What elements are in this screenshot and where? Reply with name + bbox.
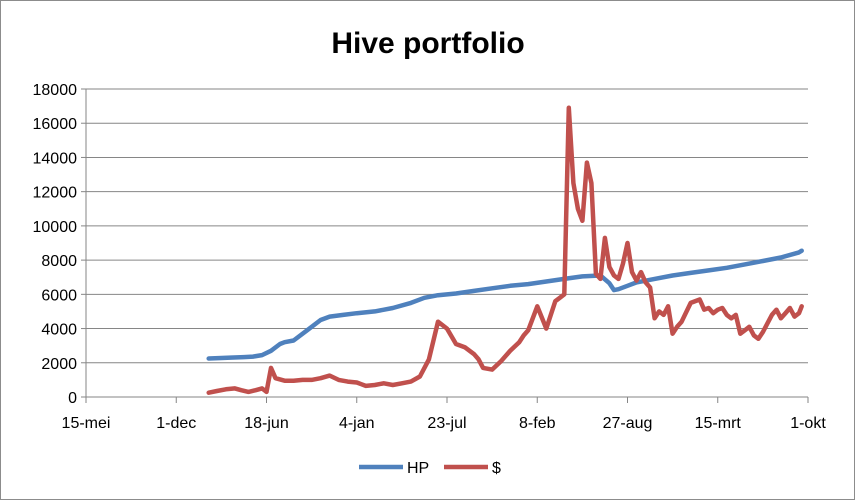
y-tick-label: 8000 bbox=[41, 253, 77, 270]
series-lines bbox=[206, 105, 804, 395]
x-tick-label: 18-jun bbox=[244, 415, 288, 432]
x-tick-label: 15-mei bbox=[62, 415, 111, 432]
legend-label: $ bbox=[492, 460, 501, 477]
y-axis: 0 2000 4000 6000 8000 10000 12000 14000 16000 180… bbox=[33, 82, 87, 407]
y-tick-label: 2000 bbox=[41, 356, 77, 373]
legend: HP $ bbox=[359, 460, 501, 477]
x-tick-label: 15-mrt bbox=[695, 415, 742, 432]
chart-title: Hive portfolio bbox=[331, 27, 524, 60]
y-tick-label: 16000 bbox=[33, 116, 78, 133]
y-tick-label: 12000 bbox=[33, 185, 78, 202]
y-tick-label: 0 bbox=[68, 390, 77, 407]
x-tick-label: 27-aug bbox=[603, 415, 653, 432]
series-line bbox=[206, 105, 804, 395]
x-tick-label: 23-jul bbox=[427, 415, 466, 432]
gridlines bbox=[86, 88, 808, 364]
x-tick-label: 4-jan bbox=[339, 415, 375, 432]
x-tick-label: 1-dec bbox=[156, 415, 196, 432]
x-tick-label: 8-feb bbox=[519, 415, 556, 432]
legend-label: HP bbox=[407, 460, 429, 477]
y-tick-label: 14000 bbox=[33, 150, 78, 167]
series-line bbox=[206, 248, 804, 361]
y-tick-label: 18000 bbox=[33, 82, 78, 99]
y-tick-label: 10000 bbox=[33, 219, 78, 236]
y-tick-label: 4000 bbox=[41, 322, 77, 339]
y-tick-label: 6000 bbox=[41, 287, 77, 304]
x-axis: 15-mei 1-dec 18-jun 4-jan 23-jul 8-feb 27-aug 1… bbox=[62, 396, 826, 432]
x-tick-label: 1-okt bbox=[790, 415, 826, 432]
